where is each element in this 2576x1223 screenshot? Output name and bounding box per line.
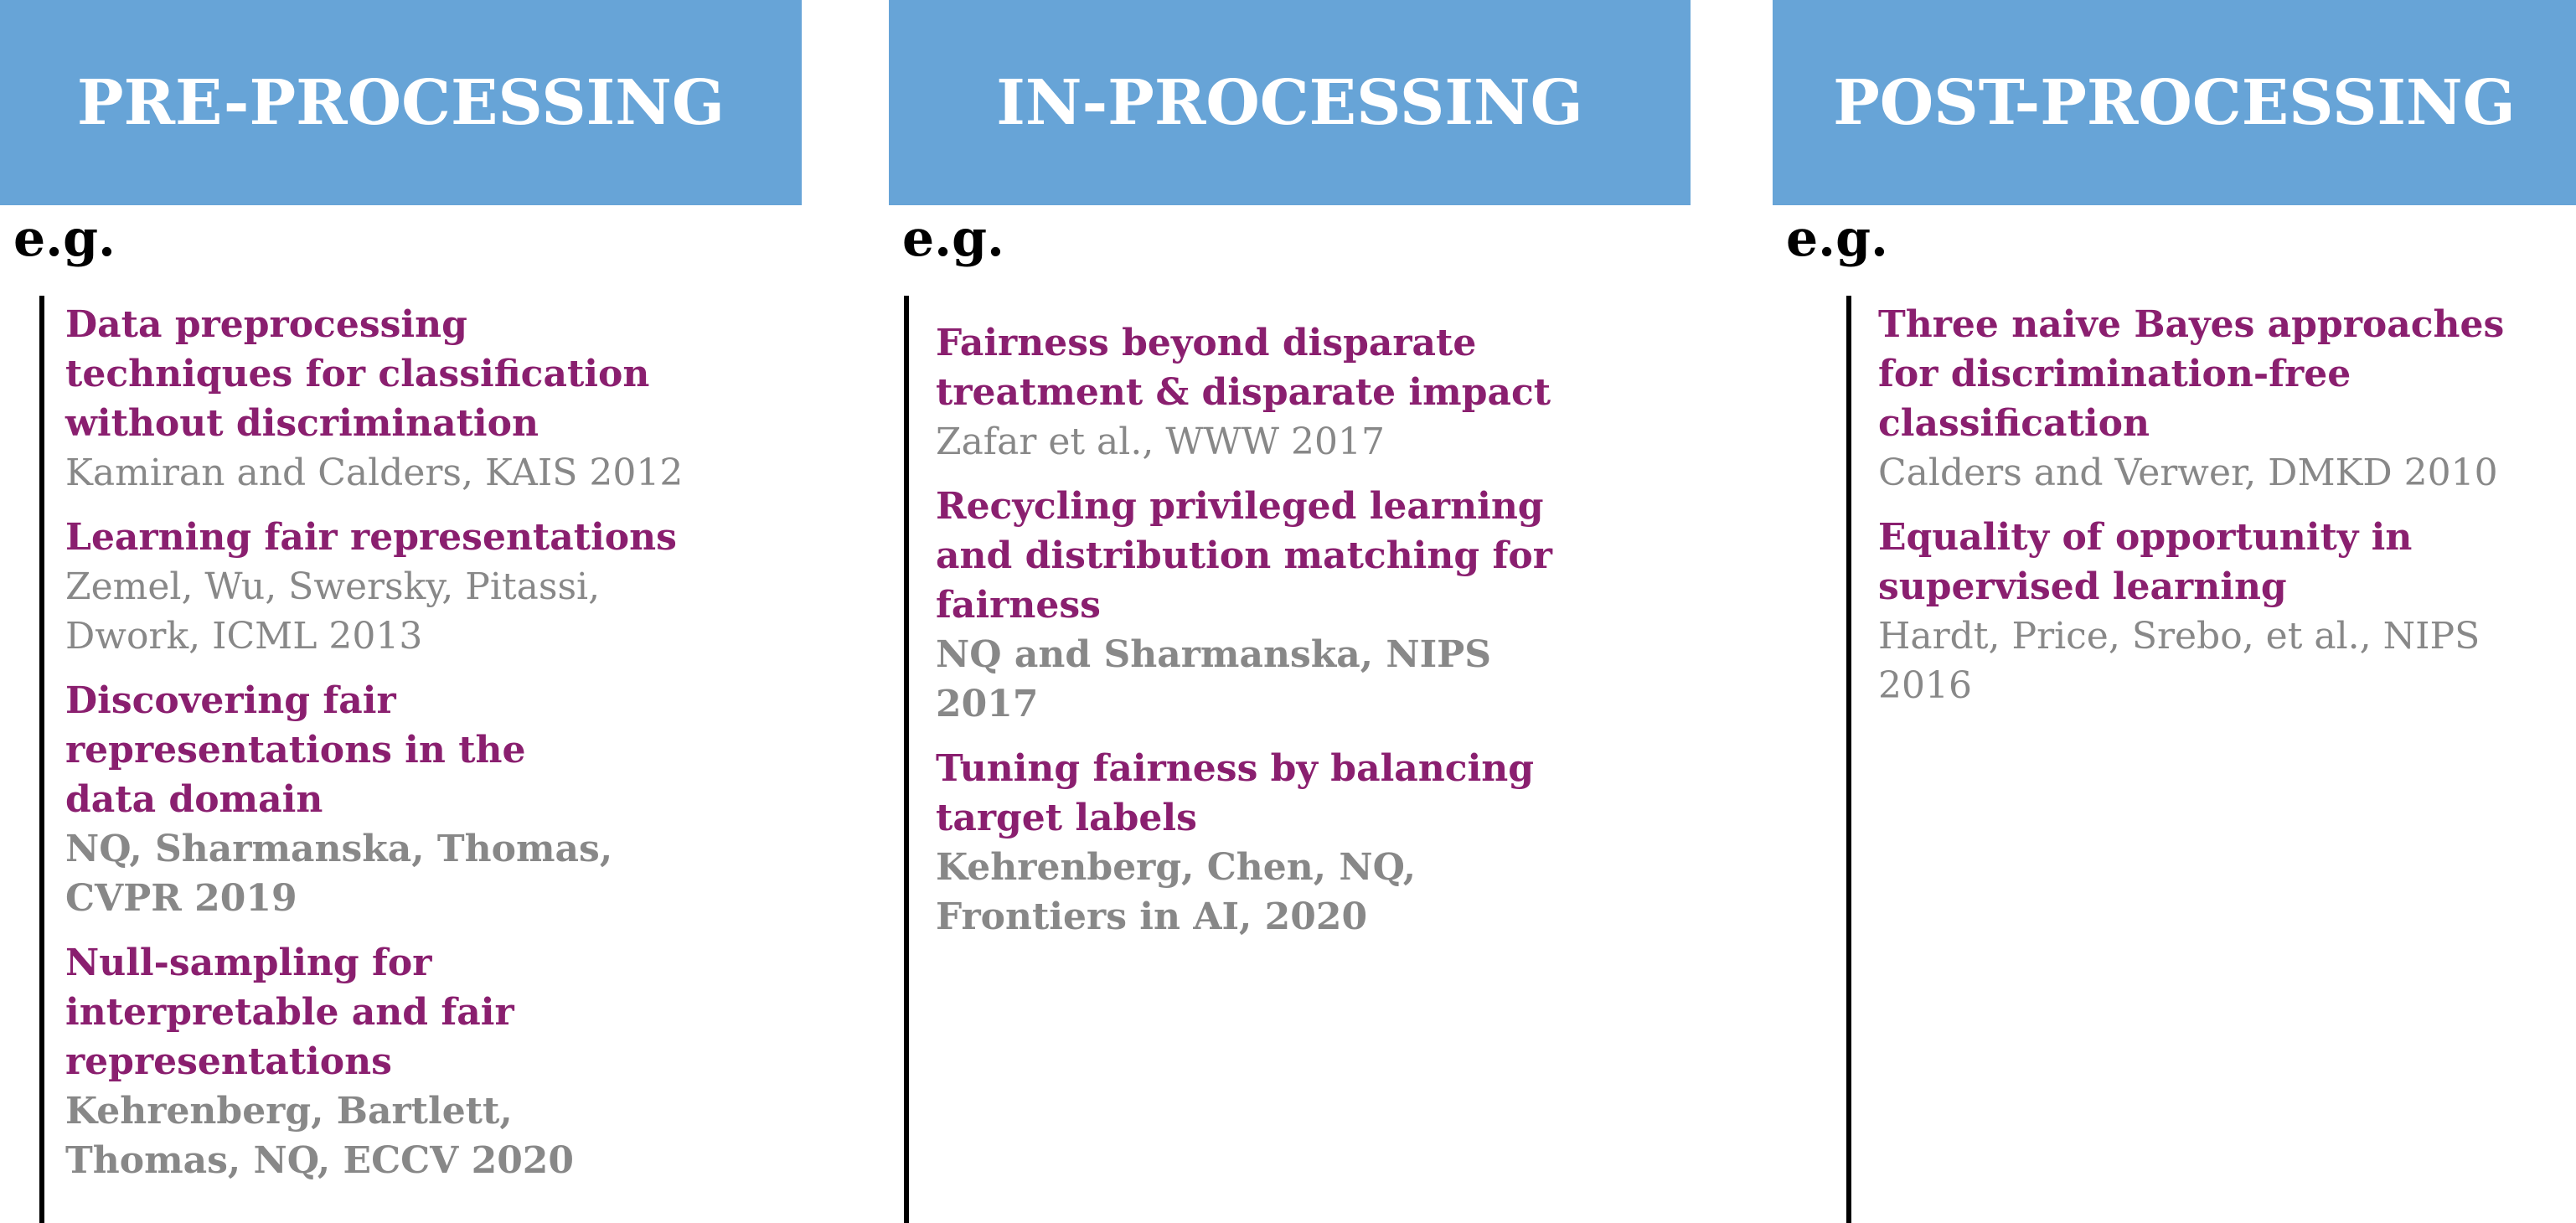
paper-entry: Recycling privileged learning and distrib…: [936, 482, 1552, 729]
paper-title: representations in the: [65, 729, 526, 771]
paper-authors: Hardt, Price, Srebo, et al., NIPS: [1878, 615, 2480, 658]
paper-entry: Three naive Bayes approaches for discrimi…: [1878, 300, 2504, 498]
column: POST-PROCESSING e.g. Three naive Bayes app…: [1773, 0, 2576, 1223]
paper-title: Recycling privileged learning: [936, 485, 1544, 528]
entry-list: Fairness beyond disparate treatment & dis…: [936, 318, 1552, 957]
paper-entry: Fairness beyond disparate treatment & dis…: [936, 318, 1552, 467]
paper-authors: Zemel, Wu, Swersky, Pitassi,: [65, 565, 601, 608]
paper-title: supervised learning: [1878, 565, 2287, 608]
paper-title: target labels: [936, 797, 1197, 839]
paper-title: for discrimination-free: [1878, 353, 2351, 395]
paper-entry: Tuning fairness by balancing target label…: [936, 744, 1552, 942]
divider-line: [39, 296, 44, 1223]
paper-title: and distribution matching for: [936, 534, 1552, 577]
paper-authors: NQ and Sharmanska, NIPS: [936, 633, 1492, 676]
eg-label: e.g.: [1786, 209, 1888, 268]
paper-entry: Equality of opportunity in supervised lea…: [1878, 513, 2504, 710]
paper-authors: CVPR 2019: [65, 877, 297, 920]
paper-title: Fairness beyond disparate: [936, 322, 1477, 364]
column-header: IN-PROCESSING: [889, 0, 1691, 205]
paper-title: Tuning fairness by balancing: [936, 747, 1535, 790]
column: IN-PROCESSING e.g. Fairness beyond dispara…: [889, 0, 1691, 1223]
paper-title: techniques for classification: [65, 353, 650, 395]
paper-authors: Zafar et al., WWW 2017: [936, 421, 1385, 463]
paper-entry: Learning fair representations Zemel, Wu, …: [65, 513, 683, 661]
paper-authors: Calders and Verwer, DMKD 2010: [1878, 452, 2498, 494]
paper-entry: Null-sampling for interpretable and fair r…: [65, 938, 683, 1185]
paper-title: Equality of opportunity in: [1878, 516, 2413, 559]
paper-title: data domain: [65, 778, 323, 821]
column: PRE-PROCESSING e.g. Data preprocessing tech…: [0, 0, 802, 1223]
paper-authors: 2017: [936, 683, 1039, 725]
paper-authors: NQ, Sharmanska, Thomas,: [65, 828, 613, 870]
eg-label: e.g.: [902, 209, 1004, 268]
paper-title: interpretable and fair: [65, 991, 514, 1034]
paper-authors: Kamiran and Calders, KAIS 2012: [65, 452, 684, 494]
paper-title: Learning fair representations: [65, 516, 677, 559]
paper-authors: Dwork, ICML 2013: [65, 615, 423, 658]
paper-authors: 2016: [1878, 664, 1972, 707]
entry-list: Three naive Bayes approaches for discrimi…: [1878, 300, 2504, 725]
paper-title: representations: [65, 1040, 392, 1083]
column-header: PRE-PROCESSING: [0, 0, 802, 205]
paper-title: without discrimination: [65, 402, 539, 445]
paper-title: Three naive Bayes approaches: [1878, 303, 2505, 346]
entry-list: Data preprocessing techniques for classif…: [65, 300, 683, 1200]
paper-title: Discovering fair: [65, 679, 396, 722]
paper-title: Null-sampling for: [65, 942, 432, 984]
column-header: POST-PROCESSING: [1773, 0, 2576, 205]
divider-line: [904, 296, 909, 1223]
divider-line: [1846, 296, 1851, 1223]
paper-entry: Discovering fair representations in the da…: [65, 676, 683, 923]
paper-authors: Frontiers in AI, 2020: [936, 895, 1368, 938]
paper-title: fairness: [936, 584, 1101, 627]
paper-title: classification: [1878, 402, 2150, 445]
paper-authors: Kehrenberg, Bartlett,: [65, 1090, 513, 1133]
paper-title: Data preprocessing: [65, 303, 467, 346]
paper-entry: Data preprocessing techniques for classif…: [65, 300, 683, 498]
paper-authors: Thomas, NQ, ECCV 2020: [65, 1139, 575, 1182]
eg-label: e.g.: [13, 209, 116, 268]
paper-title: treatment & disparate impact: [936, 371, 1551, 414]
paper-authors: Kehrenberg, Chen, NQ,: [936, 846, 1417, 889]
